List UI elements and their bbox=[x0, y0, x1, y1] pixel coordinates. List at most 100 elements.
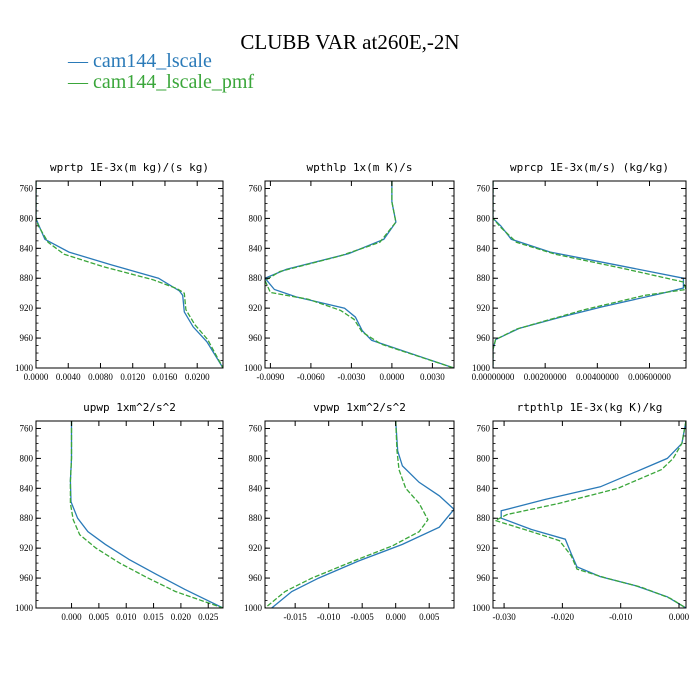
chart-title-1: wpthlp 1x(m K)/s bbox=[307, 161, 413, 174]
y-tick-label-0-6: 1000 bbox=[15, 363, 34, 373]
chart-panel-5: rtpthlp 1E-3x(kg K)/kg 760 800 840 880 920 960… bbox=[472, 401, 690, 622]
y-tick-label-0-5: 960 bbox=[20, 333, 34, 343]
x-tick-label-0-2: 0.0080 bbox=[88, 372, 113, 382]
y-tick-label-4-1: 800 bbox=[249, 453, 263, 463]
legend-label-lscale-pmf: cam144_lscale_pmf bbox=[93, 71, 255, 93]
y-tick-label-2-2: 840 bbox=[477, 243, 491, 253]
chart-title-5: rtpthlp 1E-3x(kg K)/kg bbox=[517, 401, 663, 414]
legend-line-lscale: — bbox=[68, 50, 93, 72]
y-tick-label-3-3: 880 bbox=[20, 513, 34, 523]
legend-label-lscale: cam144_lscale bbox=[93, 50, 212, 72]
x-tick-label-1-2: -0.0030 bbox=[338, 372, 366, 382]
series-line-0-1 bbox=[36, 181, 223, 368]
y-tick-label-5-6: 1000 bbox=[472, 603, 491, 613]
y-tick-label-3-6: 1000 bbox=[15, 603, 34, 613]
x-tick-label-1-1: -0.0060 bbox=[297, 372, 325, 382]
series-line-3-1 bbox=[69, 421, 223, 608]
x-tick-label-3-1: 0.005 bbox=[89, 612, 110, 622]
y-tick-label-3-1: 800 bbox=[20, 453, 34, 463]
y-tick-label-5-2: 840 bbox=[477, 483, 491, 493]
series-line-2-0 bbox=[493, 181, 685, 368]
series-line-0-0 bbox=[36, 181, 223, 368]
y-tick-label-0-3: 880 bbox=[20, 273, 34, 283]
x-tick-label-2-3: 0.00600000 bbox=[628, 372, 671, 382]
y-tick-label-4-6: 1000 bbox=[244, 603, 263, 613]
x-tick-label-5-0: -0.030 bbox=[492, 612, 516, 622]
chart-panel-4: vpwp 1xm^2/s^2 760 800 840 880 920 960 1000 -0.0… bbox=[244, 401, 455, 622]
y-tick-label-5-5: 960 bbox=[477, 573, 491, 583]
y-tick-label-1-6: 1000 bbox=[244, 363, 263, 373]
x-tick-label-3-2: 0.010 bbox=[116, 612, 137, 622]
chart-panel-2: wprcp 1E-3x(m/s) (kg/kg) 760 800 840 880 920 9… bbox=[472, 161, 687, 382]
y-tick-label-3-4: 920 bbox=[20, 543, 34, 553]
y-tick-label-4-5: 960 bbox=[249, 573, 263, 583]
y-tick-label-4-0: 760 bbox=[249, 423, 263, 433]
series-line-3-0 bbox=[69, 421, 223, 608]
plot-frame-5 bbox=[492, 420, 687, 609]
series-line-5-0 bbox=[500, 421, 686, 608]
x-tick-label-0-3: 0.0120 bbox=[120, 372, 145, 382]
chart-title-0: wprtp 1E-3x(m kg)/(s kg) bbox=[50, 161, 209, 174]
y-tick-label-5-4: 920 bbox=[477, 543, 491, 553]
y-tick-label-4-4: 920 bbox=[249, 543, 263, 553]
y-tick-label-1-2: 840 bbox=[249, 243, 263, 253]
chart-title-3: upwp 1xm^2/s^2 bbox=[83, 401, 176, 414]
legend-entry-lscale-pmf: — cam144_lscale_pmf bbox=[68, 71, 254, 94]
y-tick-label-1-0: 760 bbox=[249, 183, 263, 193]
y-tick-label-1-5: 960 bbox=[249, 333, 263, 343]
y-tick-label-1-4: 920 bbox=[249, 303, 263, 313]
x-tick-label-3-4: 0.020 bbox=[171, 612, 192, 622]
x-tick-label-4-1: -0.010 bbox=[317, 612, 341, 622]
x-tick-label-3-0: 0.000 bbox=[61, 612, 82, 622]
chart-title-2: wprcp 1E-3x(m/s) (kg/kg) bbox=[510, 161, 669, 174]
y-tick-label-2-4: 920 bbox=[477, 303, 491, 313]
y-tick-label-3-2: 840 bbox=[20, 483, 34, 493]
y-tick-label-3-5: 960 bbox=[20, 573, 34, 583]
plot-frame-3 bbox=[35, 420, 224, 609]
y-tick-label-2-6: 1000 bbox=[472, 363, 491, 373]
series-line-4-1 bbox=[265, 421, 429, 608]
x-tick-label-2-2: 0.00400000 bbox=[576, 372, 619, 382]
chart-panel-0: wprtp 1E-3x(m kg)/(s kg) 760 800 840 880 920 9… bbox=[15, 161, 224, 382]
x-tick-label-0-5: 0.0200 bbox=[185, 372, 210, 382]
series-line-1-0 bbox=[265, 181, 454, 368]
x-tick-label-4-3: 0.000 bbox=[386, 612, 407, 622]
x-tick-label-1-0: -0.0090 bbox=[257, 372, 285, 382]
x-tick-label-4-4: 0.005 bbox=[419, 612, 440, 622]
series-line-5-1 bbox=[493, 421, 686, 608]
x-tick-label-0-4: 0.0160 bbox=[153, 372, 178, 382]
y-tick-label-5-1: 800 bbox=[477, 453, 491, 463]
y-tick-label-1-3: 880 bbox=[249, 273, 263, 283]
chart-title-4: vpwp 1xm^2/s^2 bbox=[313, 401, 406, 414]
y-tick-label-0-4: 920 bbox=[20, 303, 34, 313]
legend-line-lscale-pmf: — bbox=[68, 71, 93, 93]
y-tick-label-4-3: 880 bbox=[249, 513, 263, 523]
x-tick-label-3-3: 0.015 bbox=[143, 612, 164, 622]
x-tick-label-0-1: 0.0040 bbox=[56, 372, 81, 382]
y-tick-label-2-0: 760 bbox=[477, 183, 491, 193]
series-line-4-0 bbox=[271, 421, 454, 608]
x-tick-label-4-2: -0.005 bbox=[351, 612, 375, 622]
page-title: CLUBB VAR at260E,-2N bbox=[240, 30, 460, 54]
series-line-2-1 bbox=[493, 181, 686, 368]
x-tick-label-1-3: 0.0000 bbox=[380, 372, 405, 382]
series-line-1-1 bbox=[265, 181, 454, 368]
x-tick-label-5-2: -0.010 bbox=[609, 612, 633, 622]
x-tick-label-0-0: 0.0000 bbox=[24, 372, 49, 382]
y-tick-label-4-2: 840 bbox=[249, 483, 263, 493]
legend-entry-lscale: — cam144_lscale bbox=[68, 50, 212, 73]
x-tick-label-5-3: 0.000 bbox=[669, 612, 690, 622]
y-tick-label-0-1: 800 bbox=[20, 213, 34, 223]
plot-frame-2 bbox=[492, 180, 687, 369]
y-tick-label-2-3: 880 bbox=[477, 273, 491, 283]
y-tick-label-1-1: 800 bbox=[249, 213, 263, 223]
plot-frame-0 bbox=[35, 180, 224, 369]
x-tick-label-5-1: -0.020 bbox=[551, 612, 575, 622]
y-tick-label-2-1: 800 bbox=[477, 213, 491, 223]
x-tick-label-1-4: 0.0030 bbox=[420, 372, 445, 382]
x-tick-label-2-1: 0.00200000 bbox=[524, 372, 567, 382]
plot-frame-1 bbox=[264, 180, 455, 369]
x-tick-label-2-0: 0.00000000 bbox=[472, 372, 515, 382]
x-tick-label-3-5: 0.025 bbox=[198, 612, 219, 622]
